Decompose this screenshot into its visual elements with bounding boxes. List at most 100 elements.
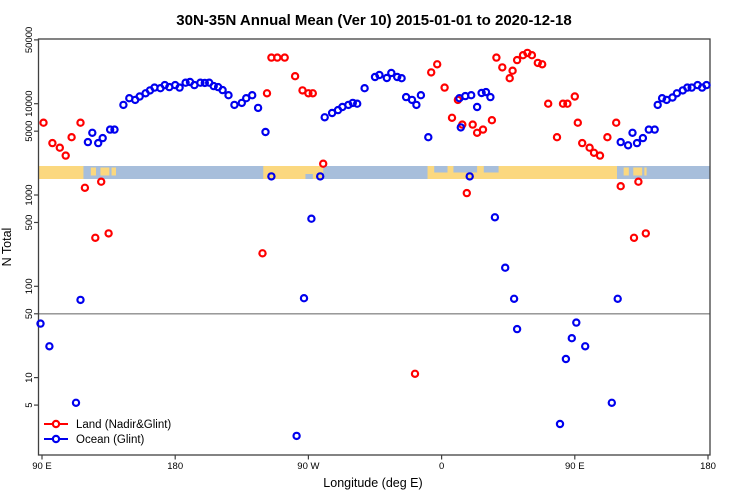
map-island-patch: [644, 167, 647, 176]
ocean-point: [93, 138, 103, 148]
land-point: [527, 51, 537, 60]
ocean-point: [412, 100, 421, 110]
map-sea-patch: [434, 166, 448, 173]
land-point: [258, 249, 267, 258]
legend-label-land: Land (Nadir&Glint): [76, 419, 171, 431]
ocean-point: [456, 123, 465, 132]
ocean-point: [209, 81, 218, 91]
y-tick-label: 1000: [24, 184, 35, 205]
ocean-point: [247, 90, 257, 100]
x-tick-label: 90 E: [32, 461, 52, 472]
ocean-point: [76, 295, 85, 305]
ocean-point: [110, 125, 119, 134]
ocean-point: [467, 90, 476, 100]
ocean-point: [98, 133, 107, 143]
ocean-point: [230, 100, 239, 110]
ocean-point: [175, 83, 184, 92]
land-point: [80, 183, 90, 192]
land-point: [616, 181, 625, 191]
land-point: [319, 159, 328, 168]
ocean-point: [613, 294, 622, 303]
ocean-point: [382, 73, 391, 83]
land-point: [498, 63, 507, 72]
ocean-point: [224, 90, 233, 100]
y-tick-label: 50: [24, 308, 35, 319]
land-point: [641, 229, 651, 238]
ocean-point: [472, 102, 482, 112]
land-point: [104, 229, 113, 238]
land-point: [552, 132, 562, 142]
land-point: [578, 138, 587, 148]
ocean-point: [509, 294, 519, 303]
ocean-point: [477, 88, 486, 98]
ocean-point: [623, 141, 633, 150]
ocean-point: [512, 324, 522, 334]
ocean-point: [632, 138, 642, 148]
land-point: [573, 118, 583, 127]
ocean-point: [501, 263, 510, 272]
land-point: [629, 233, 639, 242]
land-point: [538, 60, 547, 69]
x-tick-label: 180: [167, 461, 183, 472]
ocean-point: [196, 78, 205, 87]
land-point: [304, 89, 313, 98]
land-point: [410, 369, 420, 378]
ocean-point: [581, 342, 590, 351]
land-point: [558, 99, 568, 108]
land-point: [48, 138, 57, 148]
y-tick-label: 100: [24, 278, 35, 294]
ocean-point: [397, 73, 406, 83]
ocean-point: [348, 98, 357, 108]
ocean-point: [253, 103, 263, 113]
land-point: [468, 120, 477, 129]
ocean-point: [292, 431, 301, 441]
ocean-point: [299, 294, 309, 303]
land-point: [462, 188, 471, 198]
map-land-segment: [38, 166, 84, 179]
land-point: [273, 53, 282, 62]
map-sea-patch: [483, 166, 499, 173]
ocean-point: [638, 133, 648, 143]
ocean-point: [135, 92, 144, 101]
x-tick-label: 90 W: [297, 461, 319, 472]
ocean-point: [360, 83, 369, 93]
x-tick-label: 180: [700, 461, 716, 472]
land-point: [603, 132, 612, 142]
ocean-point: [307, 214, 316, 223]
plot-area: 90 E 180 90 W 0 90 E 180 5 10 50 100 500 1000 5000 10…: [24, 27, 716, 472]
x-axis-label: Longitude (deg E): [323, 476, 422, 490]
ocean-point: [555, 419, 565, 429]
ocean-point: [616, 137, 625, 147]
map-island-patch: [90, 167, 97, 176]
ocean-point: [36, 319, 45, 328]
land-point: [262, 89, 272, 98]
ocean-point: [607, 398, 617, 407]
land-point: [308, 89, 317, 98]
ocean-point: [567, 334, 577, 343]
ocean-point: [119, 100, 128, 110]
land-point: [508, 66, 517, 75]
land-point: [563, 99, 572, 108]
land-point: [447, 113, 457, 123]
ocean-point: [105, 125, 115, 134]
land-point: [91, 233, 100, 242]
ocean-point: [45, 342, 54, 351]
ocean-point: [71, 398, 81, 407]
plot-box: [37, 38, 711, 456]
land-point: [472, 128, 482, 137]
ocean-point: [481, 87, 491, 97]
x-tick-label: 0: [439, 461, 444, 472]
y-tick-label: 5000: [24, 121, 35, 142]
land-point: [612, 118, 621, 127]
ocean-point: [316, 172, 325, 181]
ocean-point: [416, 90, 426, 100]
ocean-point: [375, 70, 384, 80]
land-point: [67, 132, 76, 142]
ocean-point: [653, 100, 662, 110]
ocean-point: [683, 83, 692, 92]
land-point: [585, 143, 594, 152]
ocean-point: [424, 132, 433, 142]
ocean-point: [261, 127, 270, 137]
land-point: [440, 83, 449, 92]
